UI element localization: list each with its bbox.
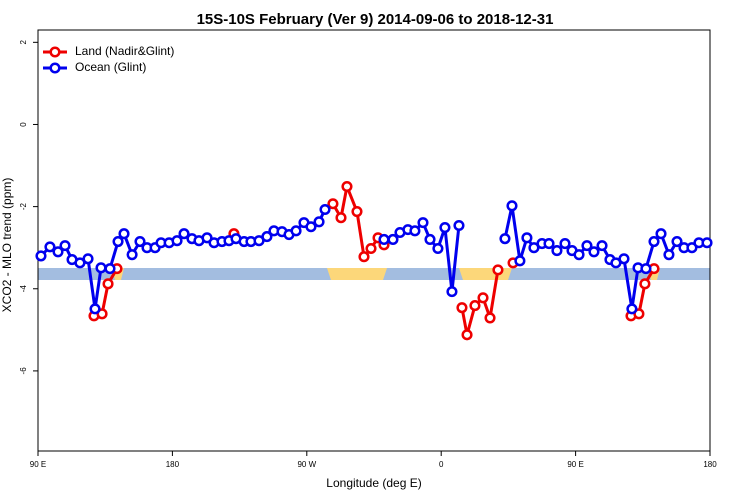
data-point xyxy=(456,302,468,314)
data-point xyxy=(521,232,533,244)
data-point xyxy=(424,233,436,246)
data-point xyxy=(453,219,465,232)
data-point xyxy=(484,312,496,324)
data-point xyxy=(365,242,377,255)
legend-marker xyxy=(49,62,61,74)
data-point xyxy=(639,278,651,290)
land-band xyxy=(327,268,387,280)
x-tick-label: 180 xyxy=(703,460,717,469)
y-axis-label: XCO2 - MLO trend (ppm) xyxy=(0,178,14,313)
data-point xyxy=(82,253,94,265)
x-tick-label: 90 E xyxy=(567,460,583,469)
y-tick-label: -4 xyxy=(19,285,28,293)
data-point xyxy=(655,228,667,240)
data-point xyxy=(618,253,630,265)
legend-marker xyxy=(49,46,61,58)
data-point xyxy=(261,231,273,243)
data-point xyxy=(378,233,390,246)
data-point xyxy=(327,198,339,210)
y-tick-label: 0 xyxy=(19,122,28,127)
x-tick-label: 90 E xyxy=(30,460,46,469)
data-point xyxy=(319,203,331,216)
data-point xyxy=(351,205,363,218)
data-point xyxy=(439,222,451,234)
data-point xyxy=(596,240,608,252)
data-point xyxy=(610,257,622,269)
data-point xyxy=(446,286,458,298)
x-tick-label: 0 xyxy=(439,460,444,469)
data-point xyxy=(469,300,481,312)
data-point xyxy=(134,235,146,248)
data-point xyxy=(409,225,421,237)
data-point xyxy=(432,242,444,255)
data-point xyxy=(59,240,71,252)
data-point xyxy=(171,235,183,247)
data-point xyxy=(701,237,713,249)
data-point xyxy=(102,278,114,290)
data-point xyxy=(313,216,325,228)
data-point xyxy=(506,200,518,212)
y-tick-label: -6 xyxy=(19,367,28,375)
chart-title: 15S-10S February (Ver 9) 2014-09-06 to 2… xyxy=(197,11,554,28)
data-point xyxy=(35,250,47,262)
data-point xyxy=(387,233,399,246)
data-point xyxy=(543,238,555,250)
y-tick-label: -2 xyxy=(19,203,28,211)
data-point xyxy=(671,235,683,248)
series-line xyxy=(93,181,656,336)
data-point xyxy=(201,232,213,244)
data-point xyxy=(477,292,489,304)
data-point xyxy=(663,249,675,261)
data-point xyxy=(335,212,347,224)
data-point xyxy=(528,242,540,254)
data-point xyxy=(559,238,571,250)
data-point xyxy=(126,249,138,261)
data-point xyxy=(626,303,638,315)
data-point xyxy=(89,303,101,315)
x-axis-label: Longitude (deg E) xyxy=(326,476,421,490)
data-point xyxy=(305,221,317,233)
data-point xyxy=(290,225,302,237)
data-point xyxy=(581,240,593,252)
data-point xyxy=(341,180,353,193)
data-point xyxy=(52,246,64,258)
data-point xyxy=(74,257,86,269)
data-point xyxy=(633,308,645,320)
land-band xyxy=(459,268,512,280)
data-point xyxy=(640,263,652,275)
data-point xyxy=(417,217,429,229)
data-point xyxy=(686,242,698,254)
data-point xyxy=(358,251,370,263)
data-point xyxy=(514,255,526,267)
data-point xyxy=(44,241,56,253)
data-point xyxy=(588,246,600,258)
x-tick-label: 90 W xyxy=(297,460,316,469)
data-point xyxy=(573,249,585,261)
surface-band xyxy=(38,268,710,280)
data-point xyxy=(648,235,660,248)
data-point xyxy=(178,228,190,240)
legend-label: Ocean (Glint) xyxy=(75,60,146,74)
data-point xyxy=(112,235,124,248)
data-point xyxy=(551,245,563,257)
data-point xyxy=(96,308,108,320)
data-point xyxy=(118,228,130,240)
data-point xyxy=(95,262,107,274)
data-point xyxy=(104,263,116,275)
y-tick-label: 2 xyxy=(19,40,28,45)
legend-label: Land (Nadir&Glint) xyxy=(75,44,174,58)
data-point xyxy=(499,233,511,245)
x-tick-label: 180 xyxy=(166,460,180,469)
data-point xyxy=(461,329,473,341)
data-point xyxy=(492,264,504,276)
